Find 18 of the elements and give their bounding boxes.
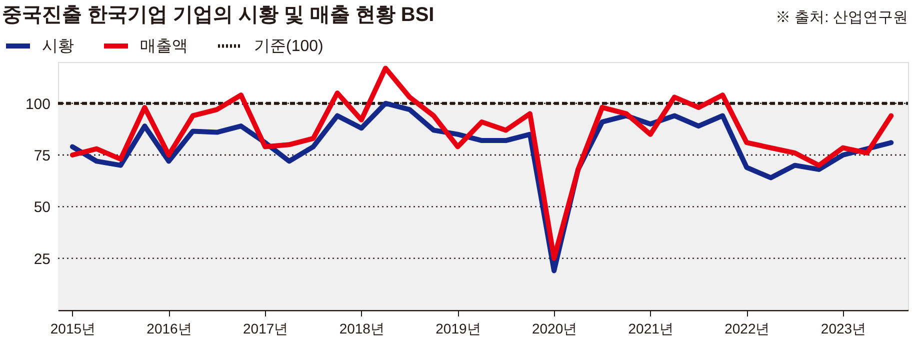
legend-label: 기준(100) bbox=[254, 38, 324, 55]
x-tick-label: 2017년 bbox=[243, 320, 288, 336]
legend-label: 시황 bbox=[42, 38, 74, 55]
x-tick-label: 2018년 bbox=[339, 320, 384, 336]
y-tick-label: 25 bbox=[34, 250, 50, 268]
x-tick-label: 2021년 bbox=[628, 320, 674, 336]
x-tick-label: 2020년 bbox=[532, 320, 578, 336]
y-tick-label: 100 bbox=[25, 96, 50, 113]
x-tick-label: 2023년 bbox=[820, 320, 866, 336]
y-tick-label: 50 bbox=[34, 199, 50, 216]
x-tick-label: 2022년 bbox=[724, 320, 770, 336]
chart-title: 중국진출 한국기업 기업의 시황 및 매출 현황 BSI bbox=[2, 4, 434, 26]
x-tick-label: 2016년 bbox=[146, 320, 192, 336]
y-tick-label: 75 bbox=[34, 148, 50, 164]
text: ※ 출처: 산업연구원 bbox=[775, 9, 908, 26]
x-tick-label: 2015년 bbox=[50, 320, 96, 336]
legend-label: 매출액 bbox=[140, 38, 188, 55]
x-tick-label: 2019년 bbox=[436, 320, 481, 336]
